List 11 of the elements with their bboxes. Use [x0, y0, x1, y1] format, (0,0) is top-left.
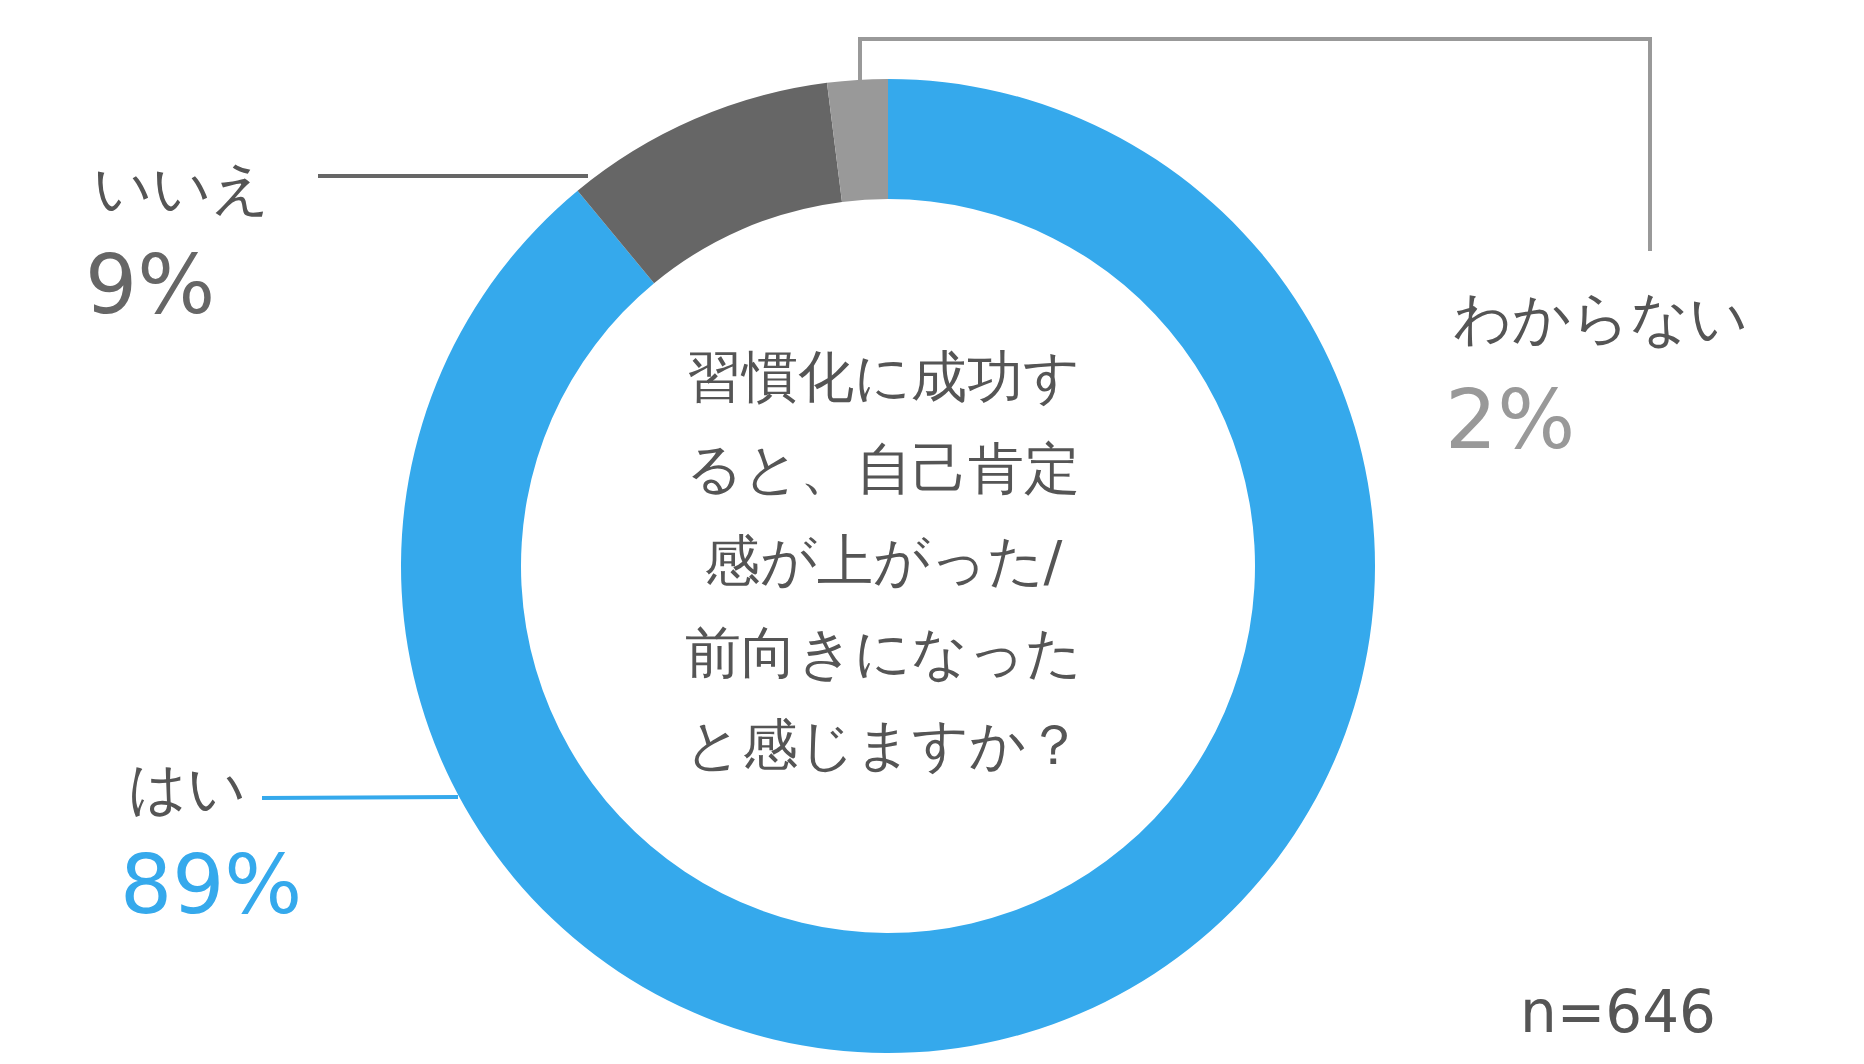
donut-slice [401, 79, 1375, 1053]
slice-label: わからない [1453, 284, 1748, 352]
data-label: 89% [120, 837, 303, 932]
slice-label: はい [128, 754, 246, 822]
text: 習慣化に成功すると、自己肯定感が上がった/前向きになったと感じますか？ [683, 343, 1083, 779]
donut-slice [826, 79, 888, 202]
text: n=646 [1519, 978, 1716, 1046]
data-label: 2% [1445, 372, 1576, 467]
donut-slice [577, 82, 842, 284]
data-label: 9% [85, 237, 216, 332]
slice-label: いいえ [93, 154, 270, 222]
